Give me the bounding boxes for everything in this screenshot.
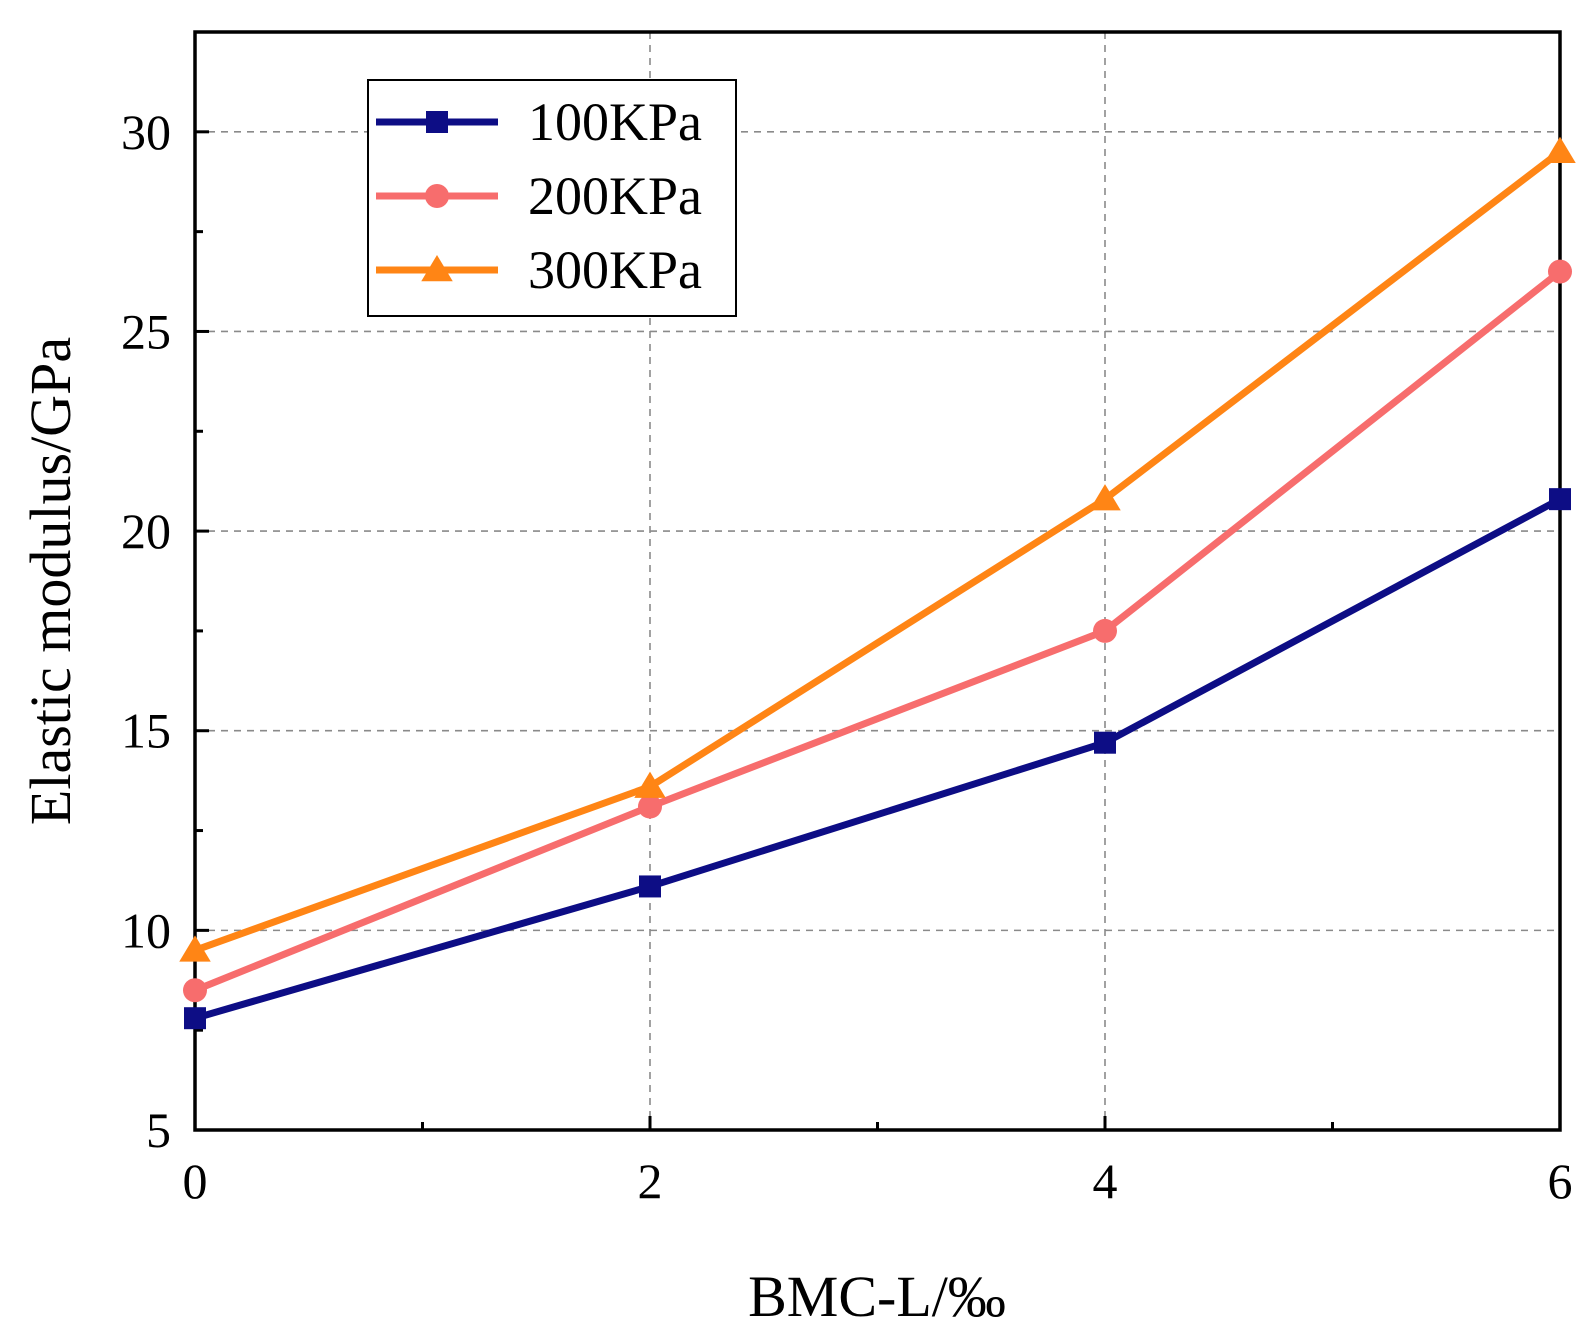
series-line-100KPa [191,495,1564,1022]
x-axis-label: BMC-L/‰ [748,1264,1006,1329]
y-tick-label-0: 5 [146,1102,171,1158]
data-point-200KPa-2 [1093,618,1117,643]
x-tick-label-2: 4 [1093,1153,1118,1209]
ticks: 0 2 4 6 5 10 15 20 25 30 [121,104,1573,1209]
x-tick-label-1: 2 [638,1153,663,1209]
y-tick-label-1: 10 [121,902,171,958]
data-point-300KPa-2 [1089,484,1121,511]
series-line-200KPa [191,268,1564,994]
series-line-300KPa [191,148,1564,954]
y-tick-label-2: 15 [121,703,171,759]
legend-item-200KPa: 200KPa [376,166,702,226]
y-tick-label-3: 20 [121,503,171,559]
data-point-300KPa-1 [634,771,666,798]
series-100KPa [184,488,1571,1030]
legend-marker-2 [421,255,453,282]
legend-label-1: 200KPa [528,166,702,226]
data-point-300KPa-3 [1544,136,1576,164]
data-point-100KPa-1 [639,875,661,898]
y-tick-label-4: 25 [121,303,171,359]
x-tick-label-3: 6 [1548,1153,1573,1209]
legend: 100KPa 200KPa 300KPa [367,79,737,317]
legend-marker-1 [425,184,449,208]
data-point-100KPa-0 [184,1007,206,1030]
y-axis-label: Elastic modulus/GPa [18,337,83,825]
series [179,136,1576,1030]
series-200KPa [183,259,1572,1003]
x-tick-label-0: 0 [183,1153,208,1209]
legend-label-2: 300KPa [528,240,702,300]
data-point-200KPa-1 [638,794,662,819]
data-point-100KPa-2 [1094,731,1116,754]
legend-item-300KPa: 300KPa [376,240,702,300]
legend-label-0: 100KPa [528,92,702,152]
series-300KPa [179,136,1576,962]
data-point-200KPa-3 [1548,259,1572,284]
data-point-200KPa-0 [183,978,207,1003]
data-point-100KPa-3 [1549,488,1571,511]
legend-marker-0 [426,111,448,133]
y-tick-label-5: 30 [121,104,171,160]
legend-item-100KPa: 100KPa [376,92,702,152]
data-point-300KPa-0 [179,935,211,962]
